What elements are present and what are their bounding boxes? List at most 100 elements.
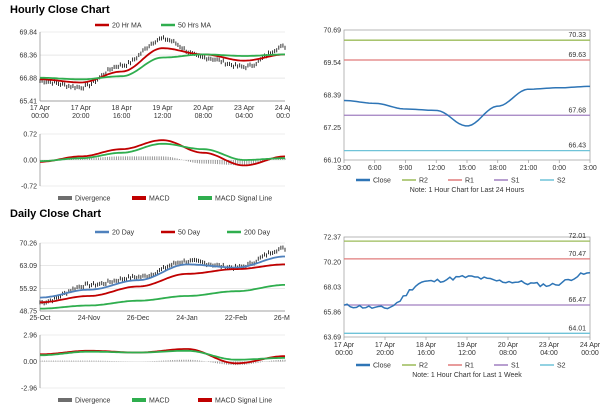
hourly-macd-ytick: -0.72 [21, 184, 37, 191]
hourly-price-xtick: 20 Apr 08:00 [193, 105, 214, 120]
hourly-price-xtick: 19 Apr 12:00 [152, 105, 173, 120]
hourly-levels-level-label-1: 70.33 [568, 32, 586, 39]
daily-price-ma-line-2 [40, 263, 285, 304]
hourly-levels-xtick: 3:00 [337, 165, 351, 172]
daily-levels-level-label-4: 64.01 [568, 325, 586, 332]
hourly-price-xtick: 18 Apr 16:00 [112, 105, 133, 120]
daily-macd-chart: 2.96 0.00 -2.96 Divergence MACD MACD Signal L… [21, 333, 286, 405]
daily-price-xtick: 26-Dec [127, 315, 150, 322]
hourly-levels-close-line [343, 85, 590, 127]
hourly-price-ytick: 65.41 [19, 99, 37, 106]
daily-levels-level-label-2: 70.47 [568, 251, 586, 258]
daily-levels-xtick: 20 Apr 08:00 [498, 342, 519, 357]
hourly-macd-macd-line [40, 139, 286, 167]
daily-levels-ytick: 63.69 [323, 335, 341, 342]
daily-price-xtick: 24-Jan [176, 315, 198, 322]
hourly-levels-ytick: 69.54 [323, 60, 341, 67]
hourly-levels-legend-5-label: S2 [557, 178, 566, 185]
daily-macd-ytick: -2.96 [21, 386, 37, 393]
hourly-macd-signal-line [40, 142, 285, 162]
daily-levels-plot-frame [343, 236, 591, 338]
hourly-price-ytick: 69.84 [19, 30, 37, 37]
hourly-macd-legend-2-label: MACD [149, 196, 170, 203]
hourly-levels-legend-3-label: R1 [465, 178, 474, 185]
daily-levels-chart: 72.37 70.20 68.03 65.86 63.69 72.01 70.47 66.47… [323, 233, 600, 379]
daily-price-ma-line-1 [39, 255, 285, 299]
hourly-levels-legend-2-label: R2 [419, 178, 428, 185]
daily-levels-xtick: 18 Apr 16:00 [416, 342, 437, 357]
daily-price-xtick: 24-Nov [78, 315, 101, 322]
daily-price-xtick: 25-Oct [29, 315, 50, 322]
daily-price-ma-line-3 [40, 284, 285, 310]
hourly-price-legend-2-label: 50 Hrs MA [178, 23, 211, 30]
daily-macd-ytick: 2.96 [23, 333, 37, 340]
daily-levels-legend-2-label: R2 [419, 363, 428, 370]
hourly-levels-xtick: 9:00 [399, 165, 413, 172]
daily-price-xtick: 26-Mar [274, 315, 290, 322]
hourly-macd-ytick: 0.72 [23, 132, 37, 139]
hourly-levels-plot-frame [343, 29, 591, 161]
daily-macd-legend-2-label: MACD [149, 398, 170, 405]
daily-levels-xtick: 19 Apr 12:00 [457, 342, 478, 357]
hourly-price-ma-line-1 [39, 47, 286, 84]
daily-levels-legend-5-label: S2 [557, 363, 566, 370]
hourly-price-xtick: 23 Apr 04:00 [234, 105, 255, 120]
hourly-price-ytick: 66.88 [19, 76, 37, 83]
daily-levels-ytick: 70.20 [323, 260, 341, 267]
daily-price-legend-1-label: 20 Day [112, 230, 135, 237]
daily-price-legend-3-label: 200 Day [244, 230, 271, 237]
daily-price-ytick: 70.26 [19, 241, 37, 248]
daily-levels-legend-1-label: Close [373, 363, 391, 370]
daily-price-ytick: 48.75 [19, 309, 37, 316]
hourly-levels-level-label-4: 66.43 [568, 143, 586, 150]
hourly-levels-xtick: 15:00 [458, 165, 476, 172]
hourly-levels-level-label-3: 67.68 [568, 107, 586, 114]
daily-price-legend-2-label: 50 Day [178, 230, 201, 237]
hourly-price-ytick: 68.36 [19, 53, 37, 60]
daily-macd-signal-line [40, 349, 285, 361]
daily-levels-legend-4-label: S1 [511, 363, 520, 370]
hourly-price-xtick: 17 Apr 00:00 [30, 105, 51, 120]
hourly-levels-xtick: 6:00 [368, 165, 382, 172]
daily-macd-ytick: 0.00 [23, 359, 37, 366]
daily-levels-legend-3-label: R1 [465, 363, 474, 370]
daily-levels-close-line [343, 272, 591, 310]
hourly-levels-ytick: 70.69 [323, 28, 341, 35]
hourly-levels-level-label-2: 69.63 [568, 52, 586, 59]
hourly-price-legend-1-label: 20 Hr MA [112, 23, 142, 30]
daily-levels-ytick: 65.86 [323, 310, 341, 317]
hourly-levels-ytick: 68.39 [323, 93, 341, 100]
daily-levels-xtick: 17 Apr 20:00 [375, 342, 396, 357]
daily-macd-legend-1-label: Divergence [75, 398, 111, 405]
hourly-levels-xtick: 18:00 [489, 165, 507, 172]
hourly-levels-xtick: 0:00 [552, 165, 566, 172]
hourly-macd-chart: 0.72 0.00 -0.72 Divergence MACD MACD Signal L… [21, 132, 286, 203]
daily-price-ytick: 63.09 [19, 263, 37, 270]
daily-levels-level-label-3: 66.47 [568, 297, 586, 304]
daily-section-title: Daily Close Chart [10, 208, 102, 220]
hourly-price-xtick: 17 Apr 20:00 [71, 105, 92, 120]
hourly-levels-note: Note: 1 Hour Chart for Last 24 Hours [410, 187, 525, 194]
hourly-levels-ytick: 66.10 [323, 158, 341, 165]
daily-levels-note: Note: 1 Hour Chart for Last 1 Week [412, 372, 522, 379]
hourly-levels-ytick: 67.25 [323, 125, 341, 132]
daily-levels-xtick: 23 Apr 04:00 [539, 342, 560, 357]
hourly-macd-legend-1-label: Divergence [75, 196, 111, 203]
daily-levels-xtick: 17 Apr 00:00 [334, 342, 355, 357]
hourly-macd-legend-3-label: MACD Signal Line [215, 196, 272, 203]
hourly-levels-xtick: 12:00 [427, 165, 445, 172]
daily-levels-level-label-1: 72.01 [568, 233, 586, 240]
hourly-macd-ytick: 0.00 [23, 158, 37, 165]
hourly-levels-xtick: 3:00 [583, 165, 597, 172]
daily-levels-ytick: 72.37 [323, 235, 341, 242]
daily-levels-xtick: 24 Apr 00:00 [580, 342, 600, 357]
hourly-levels-xtick: 21:00 [520, 165, 538, 172]
daily-macd-legend-3-label: MACD Signal Line [215, 398, 272, 405]
hourly-section-title: Hourly Close Chart [10, 4, 110, 16]
daily-levels-ytick: 68.03 [323, 285, 341, 292]
hourly-levels-legend-1-label: Close [373, 178, 391, 185]
hourly-levels-chart: 70.69 69.54 68.39 67.25 66.10 70.33 69.63 67.68… [323, 28, 597, 195]
